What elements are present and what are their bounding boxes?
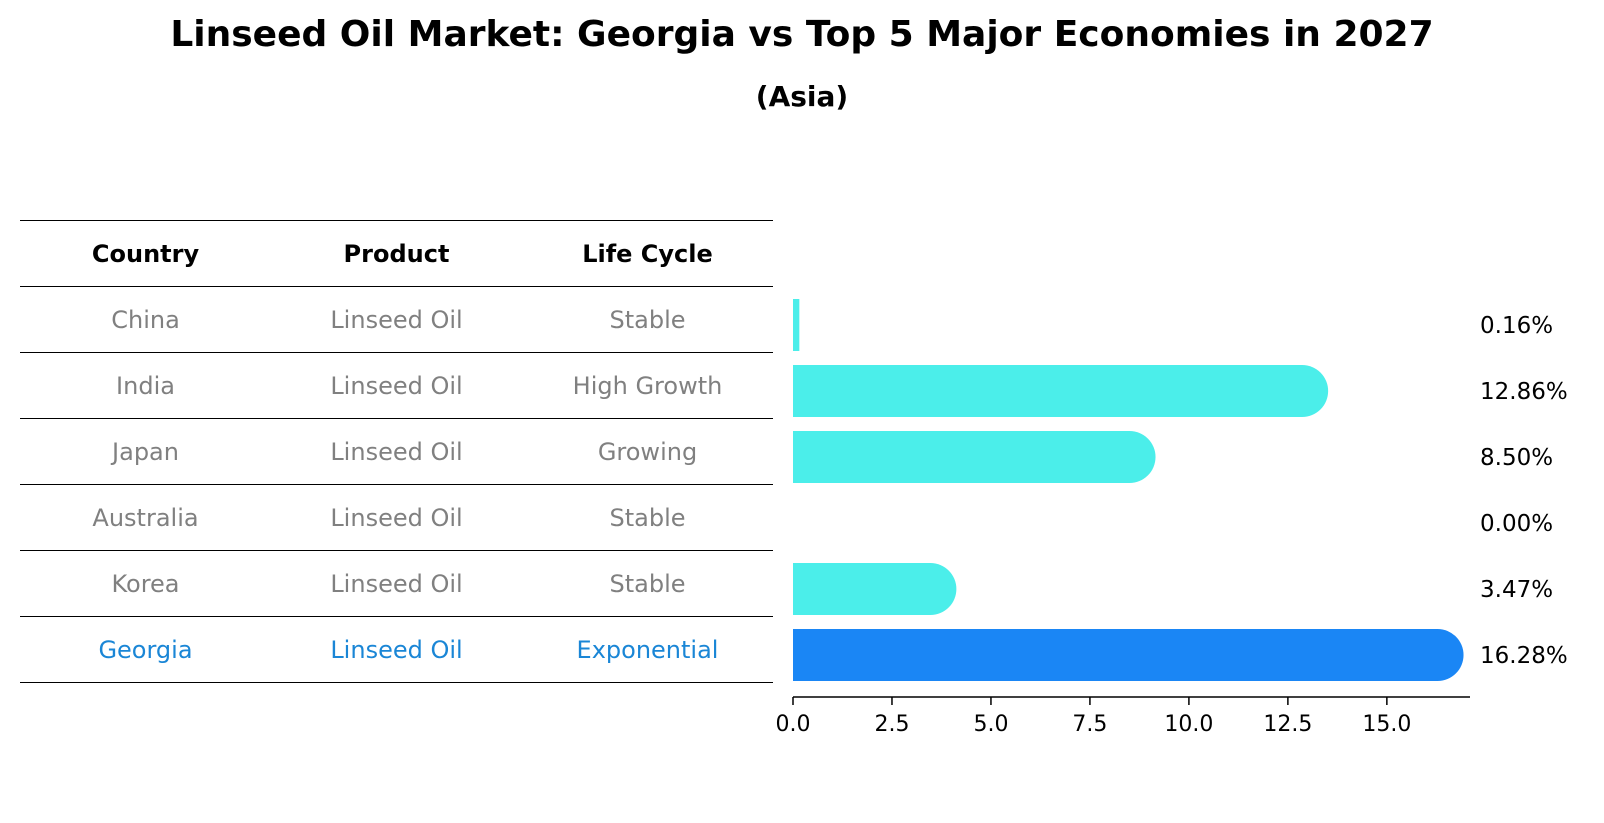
cell-life-cycle: Stable — [522, 550, 773, 617]
cell-product: Linseed Oil — [271, 352, 522, 419]
cell-product: Linseed Oil — [271, 286, 522, 353]
cell-life-cycle: Stable — [522, 484, 773, 551]
cell-country: India — [20, 352, 271, 419]
x-tick-label: 5.0 — [973, 712, 1008, 737]
cell-product: Linseed Oil — [271, 550, 522, 617]
cell-country: China — [20, 286, 271, 353]
table-header-row: Country Product Life Cycle — [20, 220, 773, 287]
x-tick-label: 15.0 — [1362, 712, 1411, 737]
header-country: Country — [20, 220, 271, 287]
table-row-highlight: Georgia Linseed Oil Exponential — [20, 616, 773, 683]
bar-india — [793, 365, 1329, 417]
cell-life-cycle: Growing — [522, 418, 773, 485]
value-label-china: 0.16% — [1480, 313, 1553, 339]
header-product: Product — [271, 220, 522, 287]
chart-subtitle: (Asia) — [755, 80, 849, 113]
cell-country: Korea — [20, 550, 271, 617]
bar-georgia — [793, 629, 1464, 681]
cell-product: Linseed Oil — [271, 616, 522, 683]
table-row: Australia Linseed Oil Stable — [20, 484, 773, 551]
cell-life-cycle: Stable — [522, 286, 773, 353]
value-label-japan: 8.50% — [1480, 445, 1553, 471]
x-tick-label: 12.5 — [1263, 712, 1312, 737]
cell-country: Japan — [20, 418, 271, 485]
chart-title: Linseed Oil Market: Georgia vs Top 5 Maj… — [170, 14, 1434, 55]
bar-korea — [793, 563, 957, 615]
x-tick-label: 7.5 — [1072, 712, 1107, 737]
table-row: China Linseed Oil Stable — [20, 286, 773, 353]
cell-country: Australia — [20, 484, 271, 551]
value-label-india: 12.86% — [1480, 379, 1568, 405]
value-label-korea: 3.47% — [1480, 577, 1553, 603]
x-tick-label: 0.0 — [776, 712, 811, 737]
value-label-australia: 0.00% — [1480, 511, 1553, 537]
x-tick-label: 2.5 — [874, 712, 909, 737]
table-row: India Linseed Oil High Growth — [20, 352, 773, 419]
bar-china — [793, 299, 800, 351]
cell-life-cycle: High Growth — [522, 352, 773, 419]
table-row: Korea Linseed Oil Stable — [20, 550, 773, 617]
x-tick-label: 10.0 — [1164, 712, 1213, 737]
value-label-georgia: 16.28% — [1480, 643, 1568, 669]
table-row: Japan Linseed Oil Growing — [20, 418, 773, 485]
cell-country: Georgia — [20, 616, 271, 683]
bar-japan — [793, 431, 1156, 483]
cell-product: Linseed Oil — [271, 418, 522, 485]
data-table-container: Country Product Life Cycle China Linseed… — [20, 220, 773, 683]
cell-product: Linseed Oil — [271, 484, 522, 551]
cell-life-cycle: Exponential — [522, 616, 773, 683]
data-table: Country Product Life Cycle China Linseed… — [20, 220, 773, 683]
header-life-cycle: Life Cycle — [522, 220, 773, 287]
